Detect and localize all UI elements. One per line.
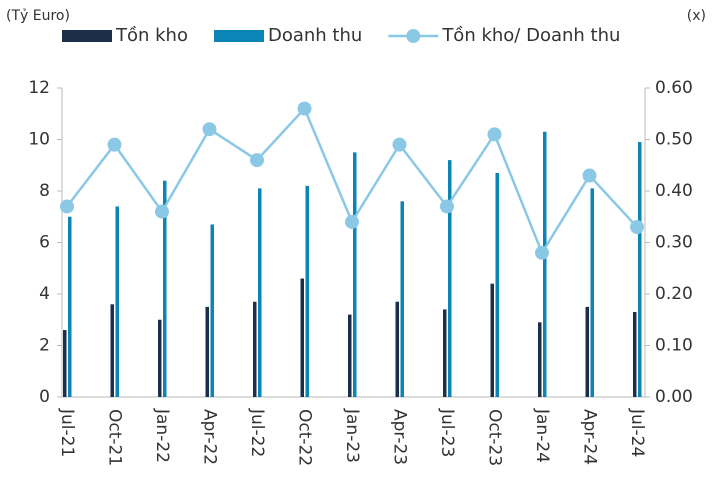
bar	[258, 188, 262, 397]
bar	[443, 309, 447, 397]
y-tick-label: 6	[39, 233, 50, 253]
y2-tick-label: 0.40	[655, 181, 693, 201]
ratio-line	[66, 106, 638, 256]
ratio-point	[582, 168, 597, 183]
bar	[353, 152, 357, 397]
ratio-point	[107, 137, 122, 152]
y2-unit: (x)	[687, 8, 706, 24]
bar	[68, 216, 72, 397]
bar	[205, 306, 209, 397]
y2-tick-label: 0.50	[655, 130, 693, 150]
legend-label: Tồn kho/ Doanh thu	[441, 25, 620, 46]
bar	[115, 206, 119, 397]
bar	[253, 301, 257, 397]
ratio-point	[630, 220, 644, 235]
ratio-point	[155, 204, 169, 219]
bar	[495, 172, 499, 397]
x-tick-label: Jul-22	[247, 408, 267, 457]
bar	[395, 301, 399, 397]
x-tick-label: Jan-22	[152, 408, 172, 463]
ratio-point	[392, 137, 407, 152]
ratio-point	[250, 153, 264, 168]
ratio-point	[345, 214, 359, 229]
y2-tick-label: 0.00	[655, 387, 693, 407]
legend-swatch	[213, 30, 264, 42]
ratio-point	[440, 199, 454, 214]
x-tick-label: Oct-22	[295, 409, 315, 466]
x-tick-label: Jan-23	[342, 408, 362, 463]
y-tick-label: 10	[28, 130, 50, 150]
x-tick-label: Jul-21	[57, 408, 77, 457]
y2-tick-label: 0.10	[655, 336, 693, 356]
ratio-point	[202, 122, 217, 137]
ratio-point	[487, 127, 502, 142]
bar	[110, 304, 114, 397]
bar	[448, 160, 452, 397]
bar	[400, 201, 404, 397]
bar	[538, 322, 542, 397]
bar	[633, 312, 637, 397]
x-tick-label: Apr-22	[200, 409, 220, 465]
bar	[348, 314, 352, 397]
bar	[305, 185, 309, 397]
y2-tick-label: 0.30	[655, 233, 693, 253]
y2-tick-label: 0.60	[655, 78, 693, 98]
x-tick-label: Apr-24	[580, 409, 600, 465]
y2-tick-label: 0.20	[655, 284, 693, 304]
x-tick-label: Oct-21	[105, 409, 125, 466]
x-tick-label: Jan-24	[532, 408, 552, 463]
ratio-point	[60, 199, 74, 214]
y-tick-label: 4	[39, 284, 50, 304]
y-tick-label: 2	[39, 336, 50, 356]
bar	[638, 142, 642, 397]
bar	[543, 131, 547, 397]
ratio-point	[297, 101, 312, 116]
bar	[163, 180, 167, 397]
bar	[63, 330, 67, 397]
bar	[210, 224, 214, 397]
x-tick-label: Jul-23	[437, 408, 457, 457]
x-tick-label: Apr-23	[390, 409, 410, 465]
legend-swatch	[406, 29, 421, 43]
y-unit: (Tỷ Euro)	[6, 8, 70, 24]
y-tick-label: 12	[28, 78, 50, 98]
legend-label: Doanh thu	[268, 25, 362, 46]
bar	[585, 306, 589, 397]
bar	[490, 283, 494, 397]
x-tick-label: Oct-23	[485, 409, 505, 466]
y-tick-label: 8	[39, 181, 50, 201]
bar	[590, 188, 594, 397]
bar	[158, 319, 162, 397]
y-tick-label: 0	[39, 387, 50, 407]
bar	[300, 278, 304, 397]
x-tick-label: Jul-24	[627, 408, 647, 457]
ratio-point	[535, 245, 549, 260]
legend-label: Tồn kho	[115, 25, 188, 46]
legend-swatch	[62, 30, 112, 42]
